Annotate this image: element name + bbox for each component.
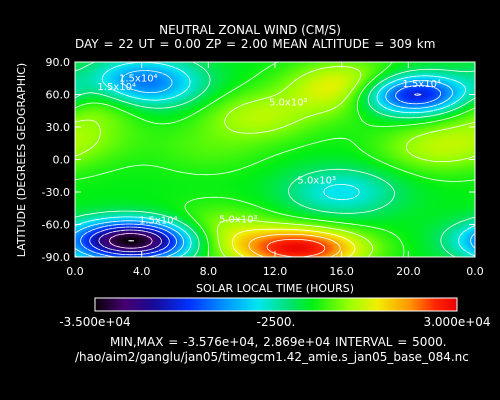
y-tick-label: 90.0 xyxy=(46,56,71,69)
contour-line xyxy=(80,85,442,258)
axes-layer: 0.0 4.0 8.0 12.0 16.0 20.0 0.090.060.030.00.0-… xyxy=(42,56,484,278)
colorbar-max-label: 3.000e+04 xyxy=(423,315,490,329)
y-tick-label: -60.0 xyxy=(42,219,70,232)
contour-line xyxy=(248,233,341,258)
contour-line xyxy=(232,228,356,258)
contour-line xyxy=(74,66,476,258)
chart-subtitle: DAY = 22 UT = 0.00 ZP = 2.00 MEAN ALTITU… xyxy=(75,37,436,51)
contour-line xyxy=(74,70,476,258)
x-tick-label: 0.0 xyxy=(66,265,84,278)
contour-line xyxy=(74,61,476,258)
contour-label: 5.0x10³ xyxy=(269,97,308,108)
colorbar-min-label: -3.500e+04 xyxy=(59,315,130,329)
y-tick-label: -30.0 xyxy=(42,186,70,199)
x-tick-label: 20.0 xyxy=(396,265,421,278)
contour-layer xyxy=(74,61,476,258)
x-tick-label: 4.0 xyxy=(133,265,151,278)
contour-line xyxy=(98,229,162,253)
colorbar-frame xyxy=(94,297,458,312)
colorbar: -3.500e+04 -2500. 3.000e+04 xyxy=(59,297,491,329)
contour-line xyxy=(74,61,476,258)
chart-title: NEUTRAL ZONAL WIND (CM/S) xyxy=(159,23,341,37)
contour-line xyxy=(128,240,135,242)
y-tick-label: -90.0 xyxy=(42,251,70,264)
contour-label: 1.5x10⁴ xyxy=(402,79,441,90)
x-axis-label: SOLAR LOCAL TIME (HOURS) xyxy=(195,282,354,295)
x-tick-label: 0.0 xyxy=(466,265,484,278)
contour-label: 1.5x10⁴ xyxy=(97,82,136,93)
colorbar-mid-label: -2500. xyxy=(257,315,296,329)
contour-label-layer: 1.5x10⁴1.5x10⁴5.0x10³5.0x10³1.5x10⁴1.5x1… xyxy=(97,74,441,227)
contour-label: 5.0x10³ xyxy=(219,214,258,225)
x-tick-label: 12.0 xyxy=(263,265,288,278)
plot-area: 1.5x10⁴1.5x10⁴5.0x10³5.0x10³1.5x10⁴1.5x1… xyxy=(74,61,476,258)
y-tick-label: 30.0 xyxy=(46,121,71,134)
contour-label: 5.0x10³ xyxy=(297,175,336,186)
x-tick-label: 8.0 xyxy=(200,265,218,278)
file-path: /hao/aim2/ganglu/jan05/timegcm1.42_amie.… xyxy=(75,350,469,364)
stats-text: MIN,MAX = -3.576e+04, 2.869e+04 INTERVAL… xyxy=(110,335,447,349)
x-tick-label: 16.0 xyxy=(329,265,354,278)
contour-label: 1.5x10⁴ xyxy=(119,74,158,85)
y-tick-label: 60.0 xyxy=(46,89,71,102)
contour-line xyxy=(74,62,476,258)
y-tick-label: 0.0 xyxy=(53,154,71,167)
contour-label: 1.5x10⁴ xyxy=(139,215,178,226)
contour-line xyxy=(89,93,422,256)
colorbar-image xyxy=(95,298,457,311)
contour-line xyxy=(108,233,153,249)
